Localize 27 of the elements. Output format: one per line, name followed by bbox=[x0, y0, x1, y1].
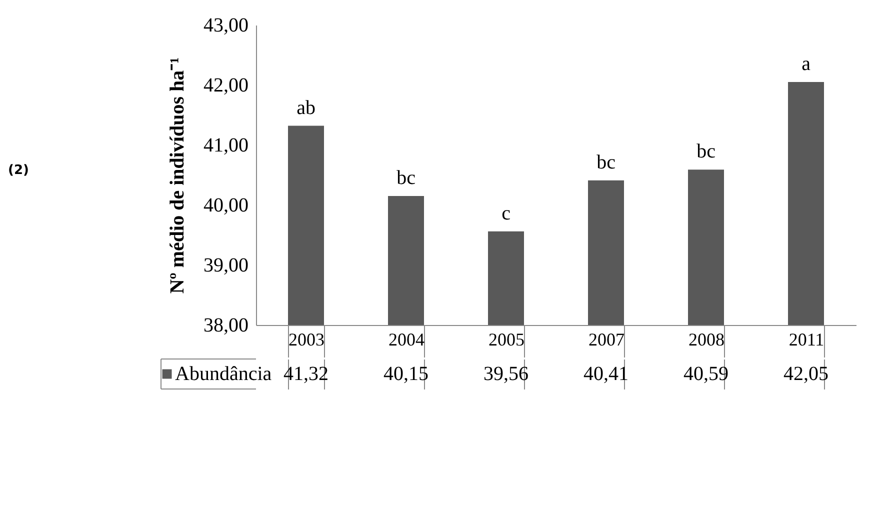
data-label: 40,15 bbox=[384, 363, 428, 385]
y-tick-label: 43,00 bbox=[204, 14, 248, 36]
x-tick-label: 2005 bbox=[488, 330, 524, 350]
data-label: 40,59 bbox=[684, 363, 728, 385]
annotation: bc bbox=[596, 151, 616, 174]
annotation: c bbox=[502, 202, 511, 224]
x-tick-label: 2007 bbox=[588, 330, 624, 350]
x-tick-label: 2004 bbox=[388, 330, 424, 350]
y-tick-label: 38,00 bbox=[204, 314, 248, 336]
annotation: bc bbox=[696, 140, 716, 163]
annotation: a bbox=[802, 53, 811, 75]
data-label: 40,41 bbox=[584, 363, 628, 385]
y-tick-label: 40,00 bbox=[204, 194, 248, 216]
data-label: 42,05 bbox=[784, 363, 828, 385]
x-tick-label: 2011 bbox=[788, 330, 824, 350]
y-tick-label: 39,00 bbox=[204, 254, 248, 276]
y-tick-label: 42,00 bbox=[204, 74, 248, 96]
text: (2) bbox=[8, 163, 29, 178]
x-tick-label: 2008 bbox=[688, 330, 724, 350]
y-tick-label: 41,00 bbox=[204, 134, 248, 156]
data-label: 39,56 bbox=[484, 363, 528, 385]
annotation: bc bbox=[396, 167, 416, 189]
legend-label: Abundância bbox=[175, 363, 272, 385]
y-axis-title: Nº médio de indivíduos ha⁻¹ bbox=[166, 57, 188, 294]
data-label: 41,32 bbox=[284, 363, 328, 385]
annotation: ab bbox=[296, 96, 316, 119]
x-tick-label: 2003 bbox=[288, 330, 324, 350]
